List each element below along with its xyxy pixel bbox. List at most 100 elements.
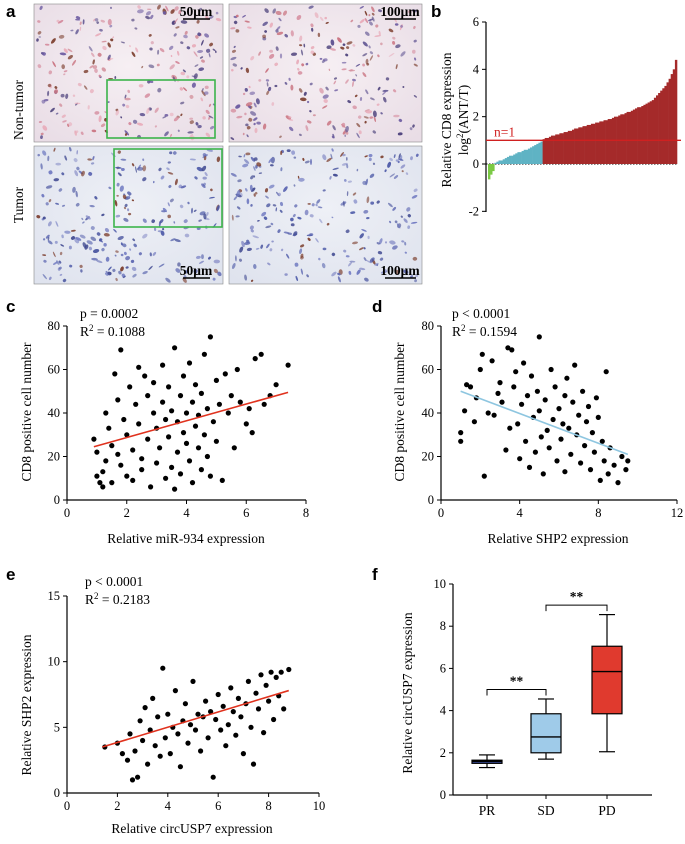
nucleus bbox=[200, 97, 204, 102]
nucleus bbox=[270, 164, 274, 167]
data-point bbox=[570, 399, 576, 405]
nucleus bbox=[162, 228, 165, 231]
nucleus bbox=[45, 185, 53, 189]
nucleus bbox=[103, 233, 110, 237]
nucleus bbox=[408, 10, 412, 14]
nucleus bbox=[169, 151, 173, 155]
nucleus bbox=[358, 130, 362, 135]
significance-label: ** bbox=[510, 674, 524, 689]
nucleus bbox=[142, 233, 148, 239]
nucleus bbox=[331, 148, 334, 152]
bar bbox=[536, 143, 539, 164]
data-point bbox=[235, 695, 241, 702]
nucleus bbox=[101, 213, 105, 217]
data-point bbox=[511, 384, 517, 390]
nucleus bbox=[296, 14, 302, 21]
bar bbox=[506, 156, 510, 164]
data-point bbox=[625, 458, 631, 464]
data-point bbox=[243, 421, 249, 427]
nucleus bbox=[208, 52, 211, 58]
nucleus bbox=[283, 186, 288, 192]
nucleus bbox=[169, 45, 174, 51]
nucleus bbox=[62, 120, 67, 123]
nucleus bbox=[331, 252, 336, 257]
nucleus bbox=[213, 268, 218, 274]
data-point bbox=[255, 706, 262, 712]
nucleus bbox=[412, 124, 415, 128]
nucleus bbox=[122, 194, 127, 199]
nucleus bbox=[55, 112, 59, 115]
nucleus bbox=[341, 162, 348, 166]
nucleus bbox=[377, 251, 383, 255]
nucleus bbox=[241, 240, 245, 248]
bar bbox=[595, 122, 598, 164]
data-point bbox=[192, 727, 199, 733]
nucleus bbox=[326, 157, 332, 162]
nucleus bbox=[366, 216, 370, 220]
nucleus bbox=[337, 37, 342, 43]
data-point bbox=[121, 416, 127, 423]
nucleus bbox=[109, 24, 113, 28]
nucleus bbox=[276, 31, 284, 36]
nucleus bbox=[274, 62, 279, 66]
bar bbox=[498, 160, 501, 164]
nucleus bbox=[157, 4, 161, 10]
x-tick-label: 4 bbox=[517, 506, 524, 520]
nucleus bbox=[250, 111, 257, 116]
y-tick-label: 10 bbox=[48, 655, 61, 669]
nucleus bbox=[115, 214, 121, 218]
nucleus bbox=[201, 59, 205, 63]
nucleus bbox=[94, 18, 99, 22]
nucleus bbox=[262, 21, 268, 26]
nucleus bbox=[306, 120, 312, 124]
data-point bbox=[186, 360, 193, 366]
data-point bbox=[593, 395, 600, 401]
data-point bbox=[462, 408, 468, 414]
nucleus bbox=[44, 43, 50, 46]
nucleus bbox=[350, 211, 356, 214]
nucleus bbox=[248, 85, 251, 89]
nucleus bbox=[81, 217, 84, 221]
bar bbox=[513, 154, 516, 164]
x-tick-label: 8 bbox=[595, 506, 601, 520]
data-point bbox=[249, 430, 255, 436]
nucleus bbox=[75, 190, 78, 198]
nucleus bbox=[374, 35, 381, 37]
bar bbox=[530, 147, 533, 164]
nucleus bbox=[42, 254, 47, 256]
nucleus bbox=[361, 229, 367, 232]
data-point bbox=[162, 735, 168, 741]
data-point bbox=[230, 709, 236, 715]
nucleus bbox=[253, 175, 256, 178]
y-tick-label: -2 bbox=[469, 204, 479, 218]
nucleus bbox=[352, 105, 357, 110]
data-point bbox=[198, 390, 204, 396]
data-point bbox=[464, 382, 470, 388]
nucleus bbox=[62, 278, 67, 283]
data-point bbox=[564, 375, 570, 381]
micrograph-non-tumor-50um: 50μm bbox=[33, 3, 224, 143]
x-tick-label: 8 bbox=[303, 506, 309, 520]
nucleus bbox=[54, 240, 58, 244]
nucleus bbox=[236, 190, 241, 197]
nucleus bbox=[345, 53, 349, 57]
nucleus bbox=[40, 132, 44, 136]
nucleus bbox=[370, 97, 375, 101]
nucleus bbox=[319, 57, 323, 60]
nucleus bbox=[300, 268, 304, 275]
data-point bbox=[100, 484, 106, 490]
bar bbox=[521, 150, 524, 164]
nucleus bbox=[231, 262, 236, 270]
nucleus bbox=[337, 276, 341, 283]
nucleus bbox=[98, 238, 102, 242]
nucleus bbox=[359, 6, 364, 9]
nucleus bbox=[347, 180, 352, 183]
nucleus bbox=[302, 157, 305, 161]
x-tick-label: SD bbox=[537, 803, 555, 818]
nucleus bbox=[342, 131, 346, 135]
nucleus bbox=[154, 125, 158, 128]
chart-f-boxplot: Relative circUSP7 expression 0 2 4 6 8 10 PR SD… bbox=[400, 577, 652, 818]
nucleus bbox=[298, 88, 303, 93]
data-point bbox=[568, 451, 574, 457]
nucleus bbox=[145, 15, 150, 20]
